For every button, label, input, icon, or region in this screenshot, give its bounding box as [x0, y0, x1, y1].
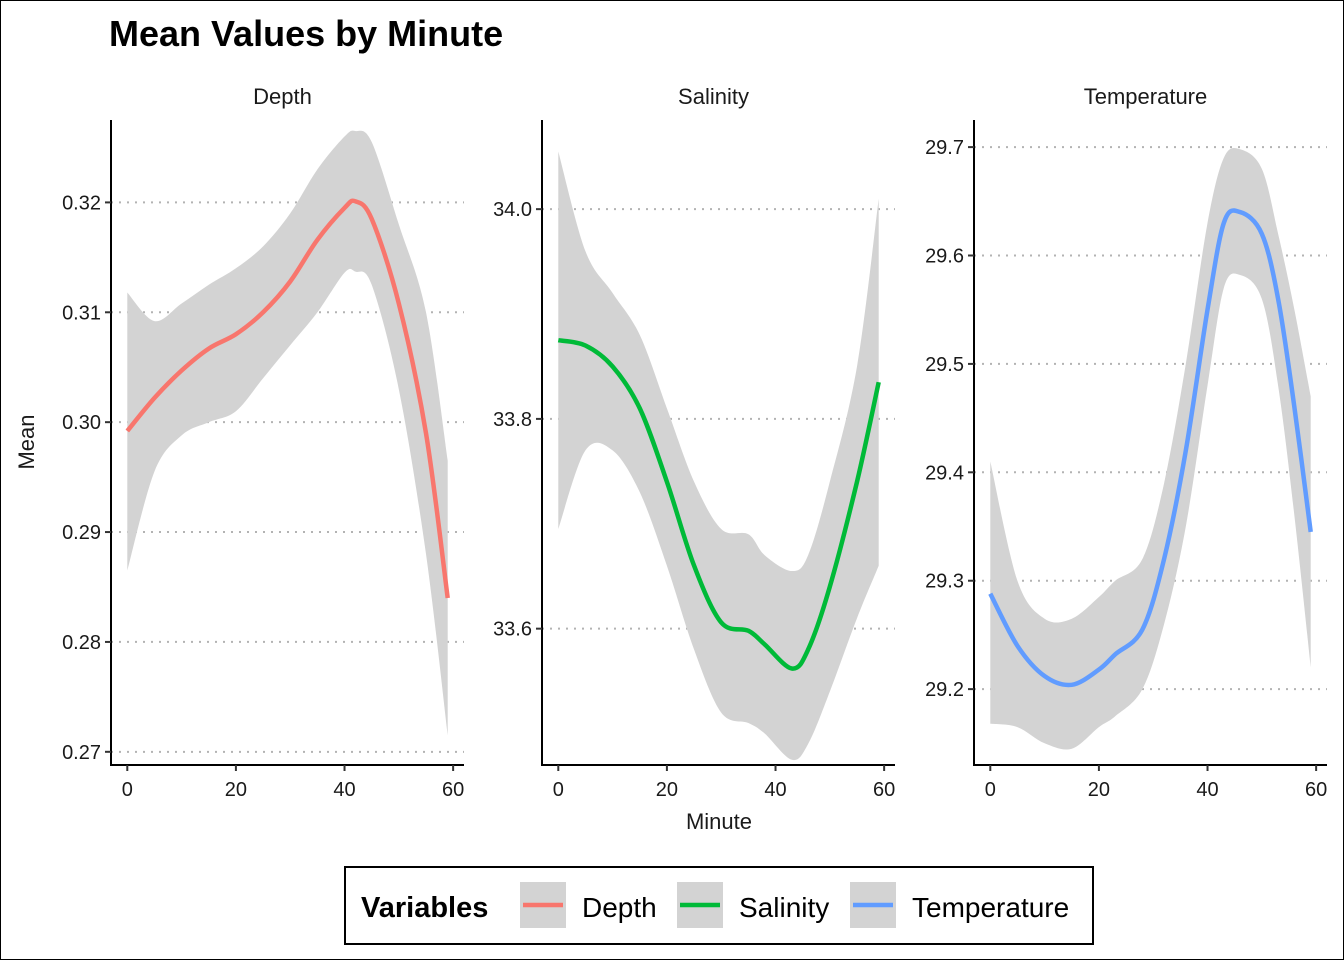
legend: Variables Depth Salinity Temperature	[344, 866, 1094, 945]
strip-label-temperature: Temperature	[1084, 84, 1208, 109]
panel-temperature: Temperature 29.2 29.3 29.4 29.5 29.6 29.7 0 20 40…	[925, 84, 1327, 801]
x-tick-label: 60	[873, 779, 895, 801]
y-tick-label: 0.28	[62, 632, 101, 654]
confidence-band-salinity	[558, 151, 879, 761]
x-tick-label: 40	[1196, 779, 1218, 801]
legend-label-salinity: Salinity	[739, 892, 829, 923]
series-line-temperature	[988, 208, 1313, 688]
x-tick-label: 40	[333, 779, 355, 801]
x-tick-label: 20	[1088, 779, 1110, 801]
confidence-band-temperature	[990, 148, 1311, 750]
x-tick-label: 0	[985, 779, 996, 801]
y-tick-label: 29.6	[925, 246, 964, 268]
strip-label-salinity: Salinity	[678, 84, 749, 109]
y-tick-label: 33.6	[493, 619, 532, 641]
strip-label-depth: Depth	[253, 84, 312, 109]
legend-title: Variables	[361, 892, 488, 924]
y-tick-label: 0.31	[62, 302, 101, 324]
legend-item-temperature: Temperature	[850, 882, 1069, 928]
series-line-depth	[125, 198, 450, 599]
panel-salinity: Salinity 33.6 33.8 34.0 0 20 40 60	[493, 84, 895, 801]
y-tick-label: 29.7	[925, 137, 964, 159]
x-tick-label: 60	[442, 779, 464, 801]
x-axis-title: Minute	[686, 809, 752, 834]
y-tick-label: 0.32	[62, 192, 101, 214]
y-tick-label: 29.3	[925, 571, 964, 593]
y-tick-label: 29.5	[925, 354, 964, 376]
chart-title: Mean Values by Minute	[109, 13, 503, 54]
x-tick-label: 20	[225, 779, 247, 801]
y-tick-label: 29.4	[925, 462, 964, 484]
x-tick-label: 20	[656, 779, 678, 801]
legend-label-depth: Depth	[582, 892, 657, 923]
y-tick-label: 29.2	[925, 679, 964, 701]
x-tick-label: 40	[764, 779, 786, 801]
y-tick-label: 0.30	[62, 412, 101, 434]
legend-item-depth: Depth	[520, 882, 657, 928]
y-tick-label: 34.0	[493, 199, 532, 221]
series-line-salinity	[557, 337, 881, 671]
y-tick-label: 0.29	[62, 522, 101, 544]
x-tick-label: 0	[553, 779, 564, 801]
panel-depth: Depth 0.27 0.28 0.29 0.30 0.31 0.32 0 20 40 60	[62, 84, 464, 801]
y-tick-label: 33.8	[493, 409, 532, 431]
y-tick-label: 0.27	[62, 742, 101, 764]
legend-label-temperature: Temperature	[912, 892, 1069, 923]
x-tick-label: 0	[122, 779, 133, 801]
legend-item-salinity: Salinity	[677, 882, 829, 928]
y-axis-title: Mean	[14, 414, 39, 469]
confidence-band-depth	[127, 130, 448, 736]
x-tick-label: 60	[1305, 779, 1327, 801]
legend-items: Depth Salinity Temperature	[520, 882, 1069, 928]
